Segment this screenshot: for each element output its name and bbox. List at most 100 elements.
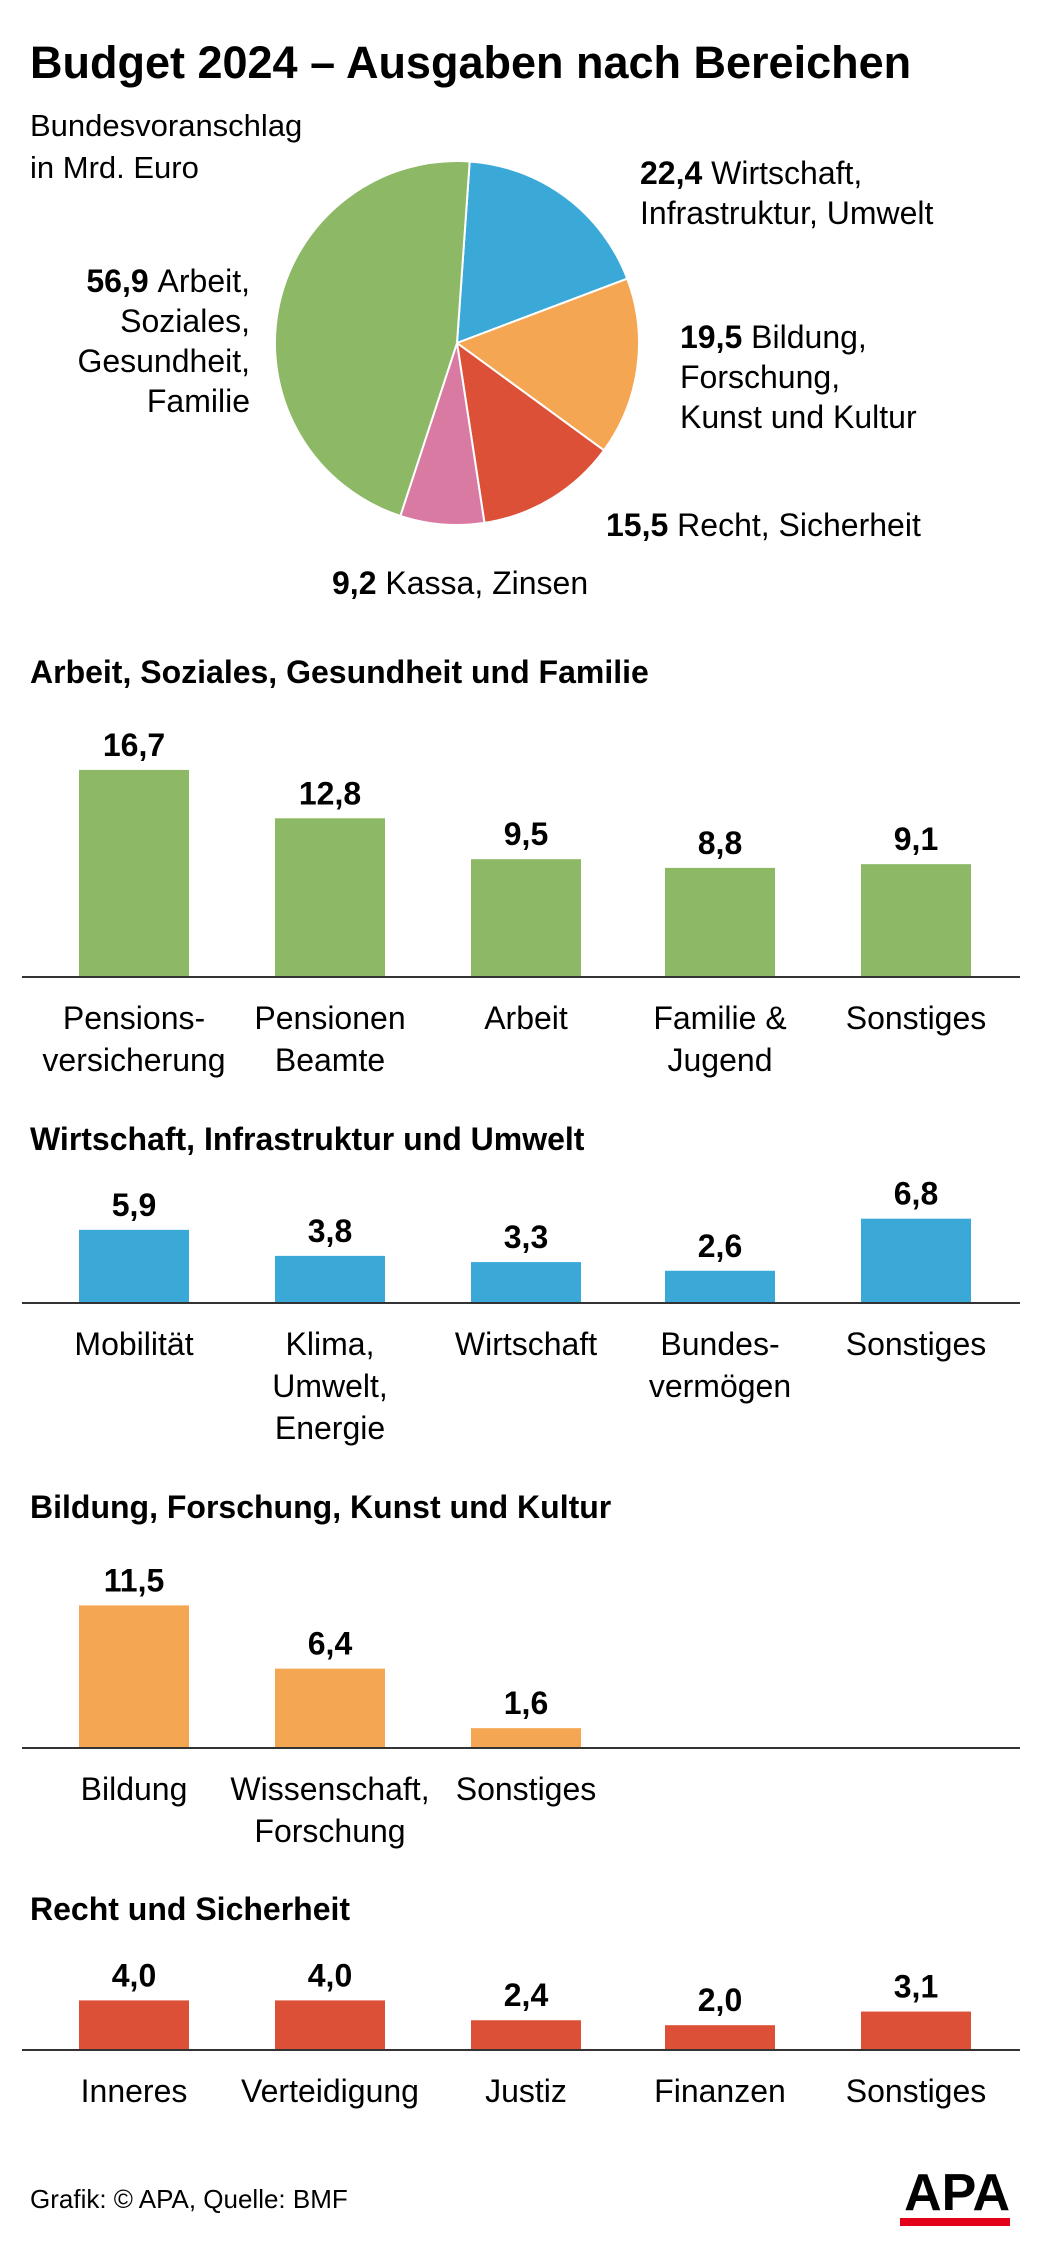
bar-chart-title: Wirtschaft, Infrastruktur und Umwelt — [30, 1121, 585, 1157]
bar — [79, 1605, 189, 1748]
source-credit: Grafik: © APA, Quelle: BMF — [30, 2184, 348, 2214]
apa-logo: APA — [900, 2164, 1010, 2226]
pie-labels: 22,4 Wirtschaft, Infrastruktur, Umwelt 19,… — [77, 155, 933, 601]
chart-subtitle-line-2: in Mrd. Euro — [30, 150, 199, 185]
pie-label-line: Kunst und Kultur — [680, 399, 917, 435]
category-label: Wissenschaft, — [230, 1771, 429, 1807]
bar-value-label: 8,8 — [698, 825, 742, 861]
category-label: Sonstiges — [456, 1771, 597, 1807]
category-label: Klima, — [286, 1326, 375, 1362]
pie-value-3: 9,2 — [332, 565, 385, 601]
bar-value-label: 3,8 — [308, 1213, 352, 1249]
category-label: Bildung — [81, 1771, 188, 1807]
category-label: Justiz — [485, 2073, 567, 2109]
pie-label-line: Gesundheit, — [77, 343, 250, 379]
bar — [471, 1262, 581, 1303]
pie-label-3: 9,2 Kassa, Zinsen — [332, 565, 588, 601]
pie-slice-2 — [455, 340, 606, 525]
bar — [275, 1255, 385, 1303]
category-label: Inneres — [81, 2073, 188, 2109]
bar-chart-title: Recht und Sicherheit — [30, 1891, 350, 1927]
pie-label-0: 22,4 Wirtschaft, Infrastruktur, Umwelt — [640, 155, 934, 231]
bar — [665, 2025, 775, 2050]
bar-charts: Arbeit, Soziales, Gesundheit und Familie… — [22, 654, 1020, 2109]
pie-label-line: Familie — [147, 383, 250, 419]
chart-title: Budget 2024 – Ausgaben nach Bereichen — [30, 37, 911, 88]
category-label: Energie — [275, 1410, 385, 1446]
category-label: Verteidigung — [241, 2073, 419, 2109]
pie-value-0: 22,4 — [640, 155, 711, 191]
pie-slice-1 — [454, 277, 640, 452]
bar-value-label: 4,0 — [308, 1957, 352, 1993]
category-label: Sonstiges — [846, 1000, 987, 1036]
bar — [79, 1229, 189, 1303]
pie-label-4: 56,9 Arbeit, Soziales, Gesundheit, Familie — [77, 263, 250, 419]
category-label: Forschung — [254, 1813, 405, 1849]
bar-value-label: 3,3 — [504, 1219, 548, 1255]
pie-label-line: Soziales, — [120, 303, 250, 339]
bar-chart-title: Arbeit, Soziales, Gesundheit und Familie — [30, 654, 649, 690]
bar-chart-4: Recht und Sicherheit 4,0 Inneres 4,0 Verteid… — [22, 1891, 1020, 2109]
category-label: Jugend — [668, 1042, 773, 1078]
pie-slice-0 — [455, 160, 629, 345]
pie-label-1: 19,5 Bildung, Forschung, Kunst und Kultur — [680, 319, 917, 435]
bar-value-label: 6,4 — [308, 1626, 353, 1662]
category-label: Arbeit — [484, 1000, 568, 1036]
category-label: Umwelt, — [272, 1368, 388, 1404]
bar — [275, 818, 385, 977]
apa-logo-bar — [900, 2218, 1010, 2226]
pie-label-line: Recht, Sicherheit — [677, 507, 921, 543]
category-label: Wirtschaft — [455, 1326, 597, 1362]
category-label: Pensions- — [63, 1000, 205, 1036]
bar — [471, 2020, 581, 2050]
bar-chart-2: Wirtschaft, Infrastruktur und Umwelt 5,9 M… — [22, 1121, 1020, 1446]
category-label: Mobilität — [74, 1326, 193, 1362]
bar — [275, 1668, 385, 1748]
bar-chart-3: Bildung, Forschung, Kunst und Kultur 11,5… — [22, 1489, 1020, 1849]
category-label: Sonstiges — [846, 2073, 987, 2109]
category-label: versicherung — [42, 1042, 225, 1078]
pie-value-2: 15,5 — [606, 507, 677, 543]
bar-chart-title: Bildung, Forschung, Kunst und Kultur — [30, 1489, 611, 1525]
pie-label-line: Bildung, — [751, 319, 867, 355]
bar-value-label: 11,5 — [104, 1562, 165, 1598]
pie-label-line: Wirtschaft, — [711, 155, 862, 191]
bar-value-label: 6,8 — [894, 1176, 938, 1212]
category-label: Familie & — [653, 1000, 786, 1036]
bar — [471, 859, 581, 977]
bar — [471, 1728, 581, 1748]
bar-value-label: 16,7 — [103, 727, 165, 763]
pie-value-4: 56,9 — [86, 263, 157, 299]
bar-value-label: 12,8 — [299, 775, 361, 811]
category-label: Bundes- — [660, 1326, 779, 1362]
bar — [861, 1218, 971, 1303]
bar-value-label: 2,4 — [504, 1977, 549, 2013]
category-label: vermögen — [649, 1368, 791, 1404]
bar-value-label: 1,6 — [504, 1685, 548, 1721]
pie-label-line: Infrastruktur, Umwelt — [640, 195, 934, 231]
bar — [665, 867, 775, 977]
bar-value-label: 2,0 — [698, 1982, 742, 2018]
bar — [79, 769, 189, 977]
category-label: Beamte — [275, 1042, 385, 1078]
bar — [275, 2000, 385, 2050]
bar-value-label: 2,6 — [698, 1228, 742, 1264]
bar — [79, 2000, 189, 2050]
pie-slice-4 — [274, 160, 471, 518]
bar — [665, 1270, 775, 1303]
bar-value-label: 5,9 — [112, 1187, 156, 1223]
pie-label-2: 15,5 Recht, Sicherheit — [606, 507, 921, 543]
category-label: Pensionen — [254, 1000, 405, 1036]
chart-subtitle-line-1: Bundesvoranschlag — [30, 108, 302, 143]
bar-value-label: 3,1 — [894, 1969, 938, 2005]
pie-chart — [274, 160, 640, 526]
bar-chart-1: Arbeit, Soziales, Gesundheit und Familie… — [22, 654, 1020, 1078]
apa-logo-text: APA — [904, 2164, 1010, 2222]
bar — [861, 2011, 971, 2050]
pie-label-line: Forschung, — [680, 359, 840, 395]
bar — [861, 864, 971, 977]
category-label: Sonstiges — [846, 1326, 987, 1362]
bar-value-label: 9,1 — [894, 821, 938, 857]
bar-value-label: 4,0 — [112, 1957, 156, 1993]
